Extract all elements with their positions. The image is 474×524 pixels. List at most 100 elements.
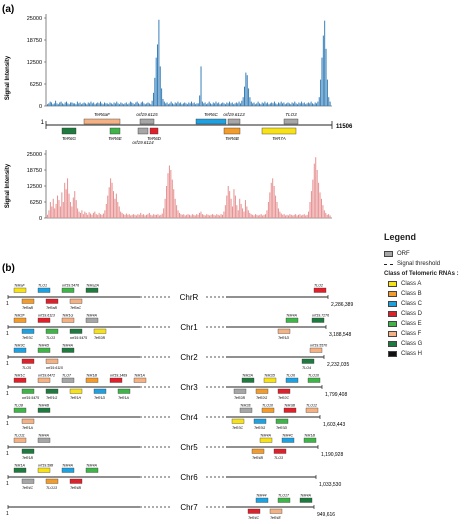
pink-bar [61, 192, 63, 218]
chromosome-chr2: Chr2 2,232,035 1 TeR3C TLO5 TeR4D orf19.6115 Te… [6, 344, 349, 371]
pink-bar [315, 157, 317, 218]
blue-bar [91, 103, 93, 106]
trna-box [69, 478, 83, 484]
trna-box [13, 467, 27, 473]
class-label: Class F [401, 331, 422, 337]
blue-bar [249, 97, 251, 106]
pink-bar [203, 214, 205, 218]
pink-bar [275, 195, 277, 218]
pink-bar [147, 214, 149, 218]
trna-label: TeR1B [86, 374, 97, 378]
pink-bar [65, 189, 67, 218]
pink-bar [67, 178, 69, 218]
chromosome-end: 1,603,443 [323, 422, 345, 428]
pink-bars [47, 157, 331, 218]
blue-bar [124, 103, 126, 106]
blue-bar [147, 102, 149, 106]
blue-bar [172, 103, 173, 106]
pink-bar [47, 214, 48, 218]
trna-box [21, 448, 35, 454]
blue-bar [226, 102, 228, 106]
pink-bar [226, 195, 228, 218]
blue-bar [210, 103, 212, 106]
blue-bar [203, 103, 205, 106]
pink-bar [305, 215, 307, 218]
blue-bar [142, 101, 144, 106]
trna-box [299, 497, 313, 503]
class-label: Class D [401, 311, 423, 317]
blue-bar [207, 103, 209, 106]
trna-box [13, 437, 27, 443]
pink-bar [310, 191, 312, 218]
blue-bar [201, 101, 203, 106]
blue-bar [79, 102, 81, 106]
pink-bar [174, 198, 176, 218]
blue-bar [250, 101, 252, 106]
trna-label: TeR3D [276, 426, 287, 430]
trna-label: TeR4C [248, 516, 259, 520]
chromosome-chr5: Chr5 1,190,928 1 TLO11 TeR1B TeR4A TeR4A TeR4B T… [6, 434, 343, 461]
pink-bar [68, 193, 70, 218]
trna-label: TLO11 [14, 434, 25, 438]
trna-label: TeR1B [304, 434, 315, 438]
trna-box [61, 377, 75, 383]
trna-label: TeR1B [22, 456, 33, 460]
blue-bar [326, 79, 328, 106]
blue-bar [163, 101, 165, 106]
pink-bar [168, 165, 170, 218]
class-label: Class C [401, 301, 423, 307]
pink-bar [216, 214, 218, 218]
pink-bar [112, 191, 114, 218]
pink-bar [137, 214, 139, 218]
pink-bar [283, 214, 285, 218]
blue-bar [208, 101, 210, 106]
orf-box [195, 118, 227, 125]
trna-label: orf19.5570 [310, 344, 327, 348]
blue-bar [271, 102, 273, 106]
trna-box [37, 467, 51, 473]
blue-bar [138, 103, 139, 106]
pink-bar [48, 210, 50, 218]
blue-bar [257, 101, 259, 106]
blue-bar [215, 101, 217, 106]
pink-yticks: 0 6250 12500 18750 25000 [27, 152, 46, 222]
panel-a-label: (a) [2, 4, 14, 15]
blue-bar [70, 102, 72, 106]
chromosome-name: Chr7 [180, 503, 198, 512]
trna-box [301, 358, 315, 364]
blue-bar [220, 103, 222, 106]
trna-label: TeR4C [282, 434, 293, 438]
pink-bar [108, 187, 110, 218]
legend-threshold: Signal threshold [384, 259, 474, 269]
pink-bar [118, 206, 120, 218]
blue-tick-label: 0 [39, 104, 42, 110]
pink-bar [131, 214, 133, 218]
pink-bar [285, 215, 287, 218]
trna-label: TLO12 [306, 404, 317, 408]
pink-bar [243, 211, 245, 218]
blue-bar [93, 102, 95, 106]
trna-box [45, 478, 59, 484]
trna-label: TeR1D [94, 396, 105, 400]
pink-bar [227, 186, 229, 218]
class-label: Class G [401, 341, 423, 347]
blue-bar [303, 102, 305, 106]
trna-label: TeR1A [22, 426, 33, 430]
pink-bar [79, 212, 81, 218]
blue-bar [302, 103, 304, 106]
pink-bar [90, 213, 92, 218]
blue-bar [47, 104, 48, 106]
orf-label: TeR6B [225, 136, 239, 141]
trna-label: TeR2G [256, 396, 267, 400]
trna-box [281, 437, 295, 443]
trna-box [303, 437, 317, 443]
blue-bar [174, 102, 176, 106]
blue-bar [317, 101, 319, 106]
pink-bar [232, 206, 234, 218]
trna-box [93, 328, 107, 334]
trna-box [313, 287, 327, 293]
blue-bar [80, 104, 82, 106]
blue-bar [76, 101, 78, 106]
blue-bar [301, 101, 303, 106]
pink-bar [259, 214, 261, 218]
